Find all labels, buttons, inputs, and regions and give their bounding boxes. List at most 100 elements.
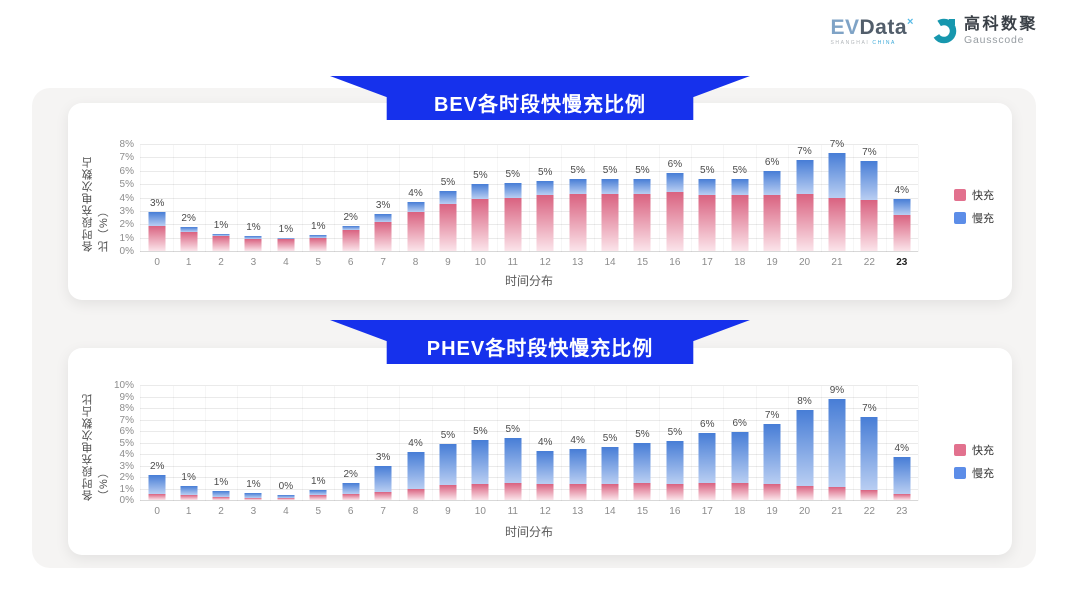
bar-segment-slow[interactable]	[277, 237, 295, 239]
bar-segment-slow[interactable]	[796, 160, 814, 194]
bar-segment-slow[interactable]	[633, 442, 651, 483]
bar-segment-fast[interactable]	[342, 229, 360, 251]
bar-segment-fast[interactable]	[860, 200, 878, 251]
bar-segment-slow[interactable]	[601, 447, 619, 484]
bar-segment-fast[interactable]	[471, 198, 489, 251]
bar-segment-slow[interactable]	[212, 490, 230, 497]
bar-stack[interactable]	[439, 443, 457, 500]
bar-segment-slow[interactable]	[796, 410, 814, 487]
bar-segment-fast[interactable]	[407, 488, 425, 500]
bar-stack[interactable]	[244, 493, 262, 500]
bar-segment-slow[interactable]	[828, 398, 846, 488]
bar-segment-fast[interactable]	[633, 193, 651, 251]
bar-segment-fast[interactable]	[277, 238, 295, 251]
bar-segment-slow[interactable]	[536, 181, 554, 195]
bar-segment-slow[interactable]	[374, 465, 392, 492]
legend-item-slow[interactable]: 慢充	[954, 465, 994, 481]
bar-segment-slow[interactable]	[374, 213, 392, 222]
bar-stack[interactable]	[407, 451, 425, 500]
legend-item-fast[interactable]: 快充	[954, 442, 994, 458]
bar-segment-fast[interactable]	[666, 192, 684, 251]
bar-segment-fast[interactable]	[277, 497, 295, 500]
bar-stack[interactable]	[439, 190, 457, 251]
bar-segment-fast[interactable]	[731, 482, 749, 500]
bar-segment-fast[interactable]	[374, 491, 392, 500]
bar-segment-fast[interactable]	[504, 197, 522, 251]
bar-stack[interactable]	[374, 465, 392, 500]
bar-segment-fast[interactable]	[633, 482, 651, 500]
bar-stack[interactable]	[342, 225, 360, 251]
bar-segment-fast[interactable]	[309, 237, 327, 251]
bar-segment-slow[interactable]	[763, 170, 781, 195]
bar-segment-fast[interactable]	[893, 494, 911, 500]
bar-stack[interactable]	[180, 486, 198, 500]
bar-segment-fast[interactable]	[763, 483, 781, 500]
bar-stack[interactable]	[893, 457, 911, 500]
bar-stack[interactable]	[893, 198, 911, 251]
bar-segment-slow[interactable]	[569, 449, 587, 484]
bar-segment-slow[interactable]	[860, 417, 878, 490]
bar-segment-fast[interactable]	[342, 494, 360, 500]
bar-stack[interactable]	[309, 234, 327, 251]
bar-stack[interactable]	[471, 184, 489, 251]
bar-stack[interactable]	[601, 447, 619, 500]
bar-segment-slow[interactable]	[439, 443, 457, 486]
bar-stack[interactable]	[374, 213, 392, 251]
bar-segment-slow[interactable]	[277, 495, 295, 498]
bar-stack[interactable]	[828, 398, 846, 500]
bar-stack[interactable]	[763, 424, 781, 500]
bar-segment-fast[interactable]	[893, 214, 911, 251]
bar-segment-slow[interactable]	[731, 178, 749, 195]
bar-segment-slow[interactable]	[471, 440, 489, 484]
bar-segment-fast[interactable]	[731, 194, 749, 251]
bar-stack[interactable]	[471, 440, 489, 500]
bar-segment-slow[interactable]	[244, 236, 262, 239]
bar-stack[interactable]	[212, 490, 230, 500]
bar-segment-fast[interactable]	[374, 221, 392, 251]
bar-stack[interactable]	[633, 178, 651, 251]
bar-stack[interactable]	[536, 450, 554, 500]
bar-segment-slow[interactable]	[633, 178, 651, 194]
bar-stack[interactable]	[504, 182, 522, 251]
bar-segment-fast[interactable]	[698, 482, 716, 500]
bar-segment-slow[interactable]	[893, 457, 911, 495]
bar-segment-fast[interactable]	[504, 482, 522, 500]
bar-segment-fast[interactable]	[601, 483, 619, 500]
bar-segment-slow[interactable]	[148, 474, 166, 495]
bar-stack[interactable]	[763, 170, 781, 251]
bar-segment-fast[interactable]	[148, 225, 166, 251]
bar-segment-fast[interactable]	[407, 212, 425, 251]
bar-segment-slow[interactable]	[439, 190, 457, 205]
bar-segment-fast[interactable]	[309, 495, 327, 500]
bar-segment-fast[interactable]	[439, 485, 457, 500]
bar-stack[interactable]	[277, 237, 295, 251]
bar-segment-fast[interactable]	[860, 489, 878, 500]
bar-stack[interactable]	[698, 178, 716, 251]
bar-segment-slow[interactable]	[860, 161, 878, 201]
bar-segment-slow[interactable]	[212, 233, 230, 237]
bar-segment-slow[interactable]	[342, 482, 360, 495]
bar-segment-slow[interactable]	[504, 182, 522, 198]
bar-segment-fast[interactable]	[796, 486, 814, 500]
bar-stack[interactable]	[277, 495, 295, 500]
bar-stack[interactable]	[666, 441, 684, 500]
bar-stack[interactable]	[148, 474, 166, 500]
bar-segment-fast[interactable]	[601, 193, 619, 251]
bar-segment-fast[interactable]	[828, 197, 846, 251]
bar-stack[interactable]	[148, 212, 166, 251]
legend-item-slow[interactable]: 慢充	[954, 210, 994, 226]
bar-stack[interactable]	[407, 201, 425, 251]
bar-stack[interactable]	[601, 178, 619, 251]
bar-stack[interactable]	[731, 432, 749, 500]
bar-segment-slow[interactable]	[309, 234, 327, 238]
bar-stack[interactable]	[536, 181, 554, 251]
bar-segment-fast[interactable]	[569, 193, 587, 251]
bar-segment-slow[interactable]	[731, 432, 749, 483]
bar-segment-slow[interactable]	[309, 489, 327, 496]
bar-stack[interactable]	[731, 178, 749, 251]
bar-stack[interactable]	[212, 233, 230, 251]
bar-segment-slow[interactable]	[698, 178, 716, 195]
bar-segment-fast[interactable]	[763, 194, 781, 251]
bar-segment-slow[interactable]	[504, 437, 522, 483]
bar-segment-slow[interactable]	[763, 424, 781, 484]
